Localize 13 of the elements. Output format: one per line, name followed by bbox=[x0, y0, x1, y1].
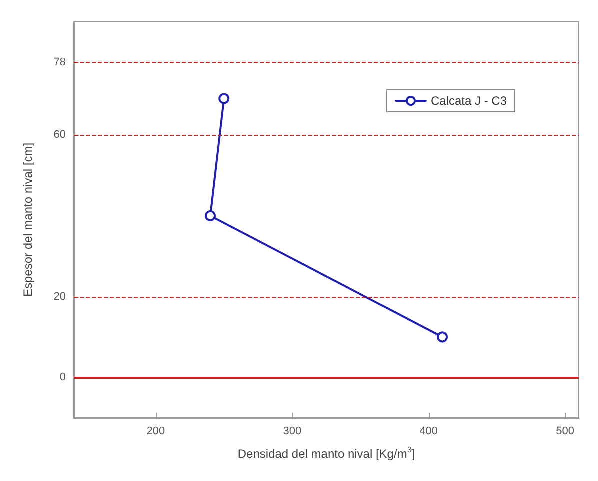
x-tick-label: 200 bbox=[146, 426, 166, 438]
point bbox=[437, 332, 448, 343]
x-tick-label: 300 bbox=[283, 426, 302, 438]
y-axis-title: Espesor del manto nival [cm] bbox=[21, 142, 35, 298]
y-tick-label: 78 bbox=[54, 56, 66, 68]
y-tick-label: 20 bbox=[54, 290, 66, 303]
x-tick-label: 500 bbox=[556, 426, 575, 438]
legend-label: Calcata J - C3 bbox=[430, 94, 508, 108]
x-tick-label: 400 bbox=[420, 426, 438, 438]
y-tick-label: 60 bbox=[54, 129, 66, 142]
point bbox=[204, 210, 216, 222]
y-tick-label: 0 bbox=[60, 372, 66, 384]
point bbox=[218, 93, 230, 104]
